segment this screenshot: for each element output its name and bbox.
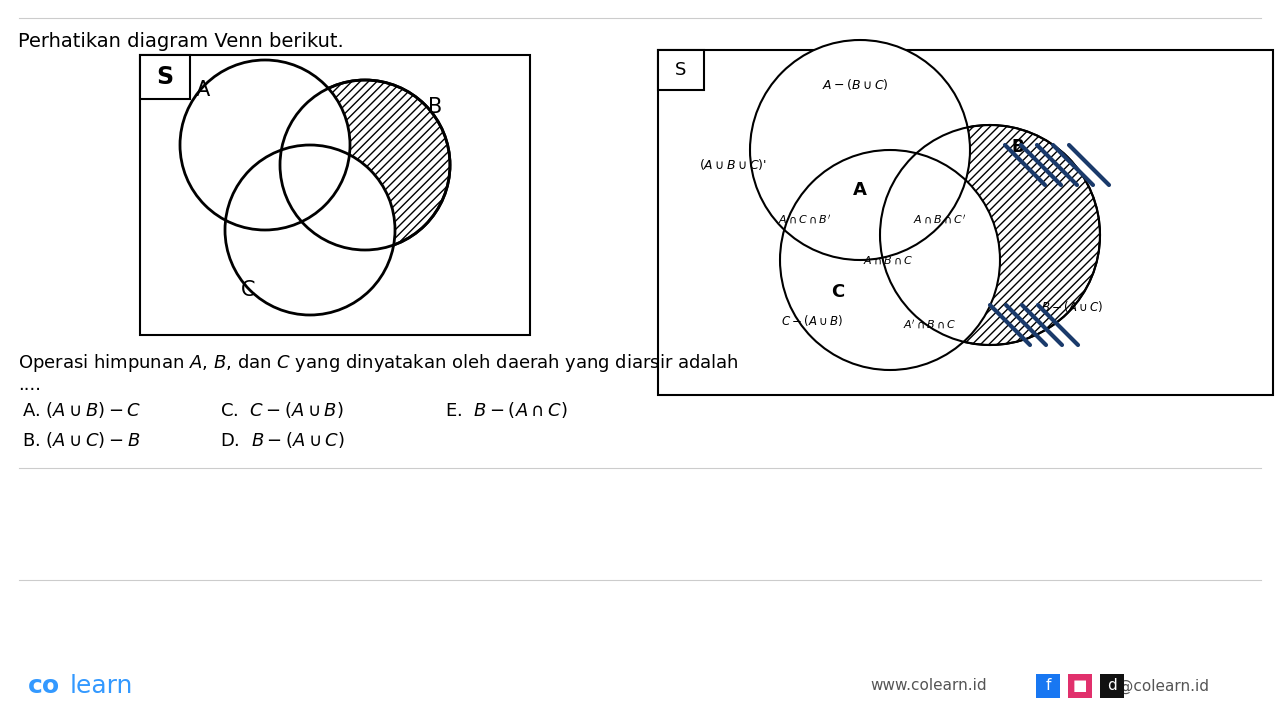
Text: $(A \cup B \cup C)$': $(A \cup B \cup C)$' (699, 158, 767, 173)
Text: $\mathbf{B}$: $\mathbf{B}$ (1011, 138, 1025, 156)
Text: ■: ■ (1073, 678, 1087, 693)
Text: A: A (196, 80, 210, 100)
Bar (658, 50, 704, 90)
Bar (140, 55, 530, 335)
Text: D.  $B - (A \cup C)$: D. $B - (A \cup C)$ (220, 430, 346, 450)
Text: E.  $B - (A \cap C)$: E. $B - (A \cap C)$ (445, 400, 567, 420)
Text: @colearn.id: @colearn.id (1117, 678, 1210, 693)
Text: ....: .... (18, 376, 41, 394)
Text: S: S (676, 61, 686, 79)
Text: learn: learn (70, 674, 133, 698)
Text: $C-(A \cup B)$: $C-(A \cup B)$ (781, 312, 844, 328)
Circle shape (225, 145, 396, 315)
Text: $A \cap B \cap C$: $A \cap B \cap C$ (863, 254, 913, 266)
Text: $A' \cap B \cap C$: $A' \cap B \cap C$ (904, 319, 957, 331)
Text: A. $(A \cup B) - C$: A. $(A \cup B) - C$ (22, 400, 141, 420)
Text: C.  $C - (A \cup B)$: C. $C - (A \cup B)$ (220, 400, 344, 420)
Text: Perhatikan diagram Venn berikut.: Perhatikan diagram Venn berikut. (18, 32, 344, 51)
Text: $A \cap B \cap C'$: $A \cap B \cap C'$ (914, 214, 966, 226)
Circle shape (280, 80, 451, 250)
Text: co: co (28, 674, 60, 698)
Text: www.colearn.id: www.colearn.id (870, 678, 987, 693)
Circle shape (780, 150, 1000, 370)
Bar (658, 50, 1274, 395)
Text: f: f (1046, 678, 1051, 693)
Circle shape (180, 60, 349, 230)
Circle shape (881, 125, 1100, 345)
Text: $\mathbf{C}$: $\mathbf{C}$ (831, 283, 845, 301)
Circle shape (750, 40, 970, 260)
Bar (1100, 674, 1124, 698)
Text: B. $(A \cup C) - B$: B. $(A \cup C) - B$ (22, 430, 141, 450)
Text: S: S (156, 65, 174, 89)
Bar (1036, 674, 1060, 698)
Bar (1068, 674, 1092, 698)
Text: B: B (428, 97, 442, 117)
Text: d: d (1107, 678, 1117, 693)
Text: $A \cap C \cap B'$: $A \cap C \cap B'$ (778, 214, 832, 226)
Text: Operasi himpunan $A$, $B$, dan $C$ yang dinyatakan oleh daerah yang diarsir adal: Operasi himpunan $A$, $B$, dan $C$ yang … (18, 352, 739, 374)
Text: C: C (241, 280, 255, 300)
Text: $B-(A \cup C)$: $B-(A \cup C)$ (1041, 300, 1103, 315)
Text: $\mathbf{A}$: $\mathbf{A}$ (852, 181, 868, 199)
Text: $A-(B \cup C)$: $A-(B \cup C)$ (822, 78, 888, 92)
Bar (140, 55, 189, 99)
